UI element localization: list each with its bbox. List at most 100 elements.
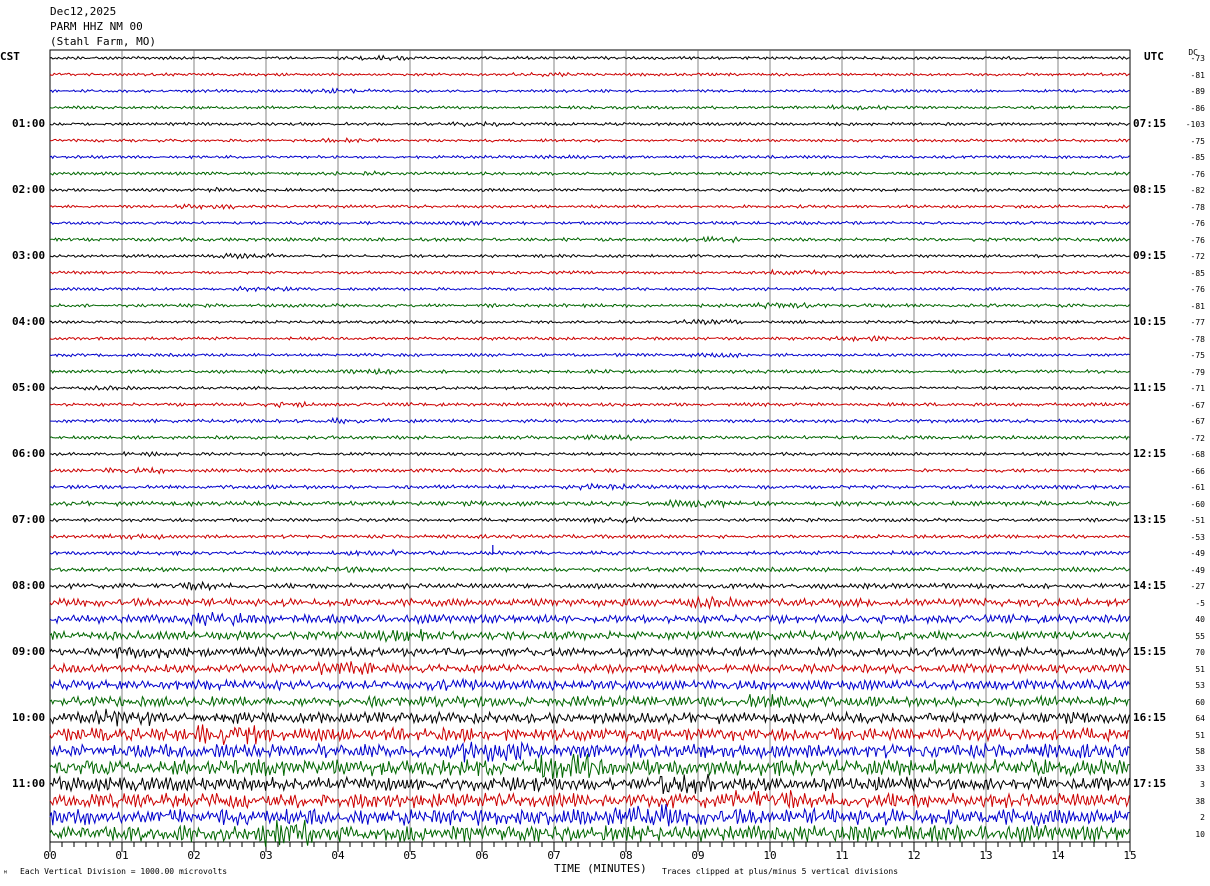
seismic-trace <box>49 677 1130 692</box>
dc-offset-label: -76 <box>1190 169 1205 179</box>
seismic-trace <box>49 482 1130 492</box>
seismic-trace <box>49 104 1130 112</box>
seismic-trace <box>49 352 1130 359</box>
x-tick-label: 10 <box>763 849 777 862</box>
seismic-trace <box>49 753 1130 780</box>
dc-offset-label: 64 <box>1195 714 1205 723</box>
dc-offset-label: -27 <box>1190 582 1205 591</box>
seismic-trace <box>49 170 1130 177</box>
dc-offset-label: -103 <box>1185 120 1205 129</box>
seismic-trace <box>49 694 1130 709</box>
left-timezone-label: CST <box>0 50 20 63</box>
dc-offset-label: -73 <box>1190 54 1205 63</box>
corner-mark: ᴹ <box>3 869 8 878</box>
dc-offset-label: -78 <box>1190 334 1205 344</box>
dc-offset-label: -77 <box>1190 318 1205 327</box>
seismic-trace <box>49 628 1130 643</box>
seismic-trace <box>49 54 1130 62</box>
dc-offset-label: -85 <box>1190 268 1205 278</box>
x-tick-label: 03 <box>259 849 273 862</box>
x-tick-label: 12 <box>907 849 921 862</box>
dc-offset-label: -60 <box>1190 499 1205 509</box>
plot-frame <box>49 49 1131 843</box>
dc-offset-label: -71 <box>1190 384 1205 393</box>
x-tick-label: 06 <box>475 849 489 862</box>
dc-offset-label: 60 <box>1195 697 1205 707</box>
seismic-trace <box>49 645 1130 659</box>
dc-offset-label: -51 <box>1190 516 1205 525</box>
dc-offset-label: -79 <box>1190 367 1205 377</box>
seismic-trace <box>49 301 1130 310</box>
seismic-trace <box>49 790 1130 810</box>
dc-offset-label: 51 <box>1195 664 1205 674</box>
dc-header: DC <box>1188 48 1198 57</box>
right-hour-label: 08:15 <box>1133 183 1167 196</box>
dc-offset-label: -76 <box>1190 285 1205 294</box>
seismic-trace <box>49 186 1130 194</box>
left-hour-label: 11:00 <box>12 777 46 790</box>
x-tick-label: 14 <box>1051 849 1065 862</box>
seismic-trace <box>49 71 1130 78</box>
x-tick-label: 04 <box>331 849 345 862</box>
right-hour-label: 13:15 <box>1133 513 1167 526</box>
dc-offset-label: 2 <box>1200 813 1205 822</box>
dc-offset-label: -85 <box>1190 153 1205 162</box>
dc-offset-label: -61 <box>1190 483 1205 492</box>
seismic-trace <box>49 203 1130 211</box>
seismic-trace <box>49 367 1130 376</box>
dc-offset-label: -82 <box>1190 186 1205 195</box>
header-station: PARM HHZ NM 00 <box>50 20 143 33</box>
right-hour-label: 16:15 <box>1133 711 1167 724</box>
x-tick-label: 13 <box>979 849 993 862</box>
right-hour-label: 09:15 <box>1133 249 1167 262</box>
right-hour-label: 10:15 <box>1133 315 1167 328</box>
seismic-trace <box>49 819 1130 847</box>
seismic-trace <box>49 660 1130 676</box>
x-tick-label: 02 <box>187 849 201 862</box>
dc-offset-label: 58 <box>1195 747 1205 756</box>
dc-offset-label: -81 <box>1190 301 1205 311</box>
dc-offset-label: -76 <box>1190 219 1205 228</box>
left-hour-label: 08:00 <box>12 579 46 592</box>
header-date: Dec12,2025 <box>50 5 117 18</box>
right-timezone-label: UTC <box>1144 50 1164 63</box>
dc-offset-label: -86 <box>1190 103 1205 113</box>
seismic-trace <box>49 219 1130 227</box>
x-tick-label: 11 <box>835 849 849 862</box>
dc-offset-label: 40 <box>1195 615 1205 624</box>
dc-offset-label: -72 <box>1190 252 1205 261</box>
left-hour-label: 02:00 <box>12 183 46 196</box>
seismic-trace <box>49 400 1130 409</box>
seismic-trace <box>49 594 1130 610</box>
left-hour-label: 09:00 <box>12 645 46 658</box>
dc-offset-label: 38 <box>1195 796 1205 806</box>
x-tick-label: 08 <box>619 849 633 862</box>
seismic-trace <box>49 252 1130 260</box>
seismic-trace <box>49 285 1130 293</box>
right-hour-label: 11:15 <box>1133 381 1167 394</box>
dc-offset-label: -67 <box>1190 417 1205 426</box>
seismic-trace <box>49 87 1130 95</box>
seismic-trace <box>49 120 1130 128</box>
seismic-trace <box>49 154 1130 160</box>
left-hour-label: 07:00 <box>12 513 46 526</box>
dc-offset-label: 55 <box>1195 631 1205 641</box>
header-location: (Stahl Farm, MO) <box>50 35 156 48</box>
seismic-trace <box>50 580 1130 592</box>
dc-offset-label: -78 <box>1190 202 1205 212</box>
seismic-trace <box>49 268 1130 276</box>
seismic-trace <box>49 335 1130 343</box>
seismic-trace <box>49 804 1130 828</box>
dc-offset-label: 33 <box>1195 763 1205 773</box>
dc-offset-label: -76 <box>1190 235 1205 245</box>
x-axis-title: TIME (MINUTES) <box>554 862 647 875</box>
clip-note: Traces clipped at plus/minus 5 vertical … <box>662 867 899 876</box>
dc-offset-label: -49 <box>1190 549 1205 558</box>
seismic-trace <box>49 532 1130 541</box>
seismic-trace <box>49 566 1130 574</box>
left-hour-label: 01:00 <box>12 117 46 130</box>
seismic-trace <box>49 137 1130 144</box>
dc-offset-label: -53 <box>1190 532 1205 542</box>
left-hour-label: 05:00 <box>12 381 46 394</box>
